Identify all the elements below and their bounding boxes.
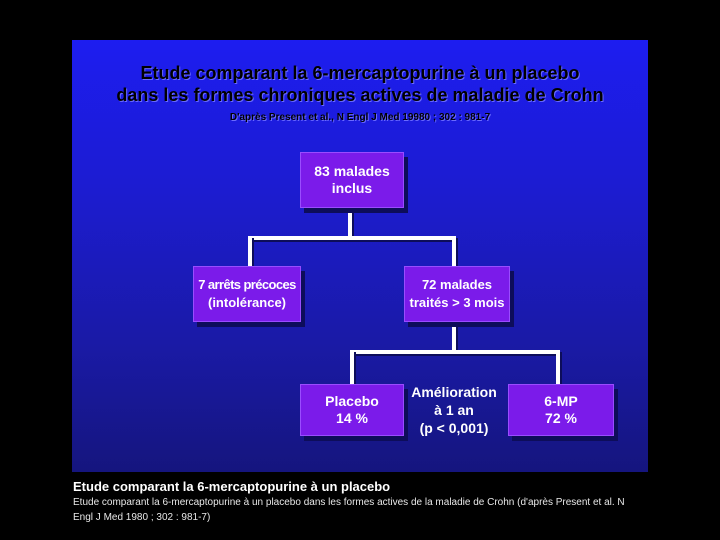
root-box: 83 malades inclus (300, 152, 404, 208)
connector-root-down (348, 206, 352, 238)
improvement-line-1: Amélioration (411, 384, 497, 400)
mp-value: 72 % (545, 410, 577, 426)
connector-placebo-down (350, 350, 354, 384)
early-stop-line-1: 7 arrêts précoces (198, 277, 296, 292)
improvement-line-2: à 1 an (434, 402, 474, 418)
reference: D'après Present et al., N Engl J Med 199… (229, 112, 491, 123)
connector-mp-down (556, 350, 560, 384)
title-line-1: Etude comparant la 6-mercaptopurine à un… (140, 63, 580, 83)
mp-box: 6-MP 72 % (508, 384, 614, 436)
slide-title: Etude comparant la 6-mercaptopurine à un… (72, 62, 648, 106)
placebo-value: 14 % (336, 410, 368, 426)
connector-right-down (452, 236, 456, 266)
treated-line-1: 72 malades (421, 277, 493, 292)
root-line-2: inclus (331, 180, 373, 196)
slide: Etude comparant la 6-mercaptopurine à un… (72, 40, 648, 472)
connector-left-down (248, 236, 252, 266)
early-stop-box: 7 arrêts précoces (intolérance) (193, 266, 301, 322)
placebo-label: Placebo (325, 393, 379, 409)
connector-level2-horizontal (350, 350, 560, 354)
root-line-1: 83 malades (314, 163, 390, 179)
early-stop-line-2: (intolérance) (207, 295, 286, 310)
placebo-box: Placebo 14 % (300, 384, 404, 436)
treated-box: 72 malades traités > 3 mois (404, 266, 510, 322)
improvement-line-3: (p < 0,001) (419, 420, 489, 436)
caption-text: Etude comparant la 6-mercaptopurine à un… (73, 497, 625, 523)
mp-label: 6-MP (544, 393, 578, 409)
connector-level1-horizontal (248, 236, 456, 240)
treated-line-2: traités > 3 mois (409, 295, 505, 310)
connector-right-child-down (452, 320, 456, 352)
caption-title: Etude comparant la 6-mercaptopurine à un… (73, 479, 391, 494)
improvement-label: Amélioration à 1 an (p < 0,001) (402, 383, 506, 437)
title-line-2: dans les formes chroniques actives de ma… (116, 85, 604, 105)
